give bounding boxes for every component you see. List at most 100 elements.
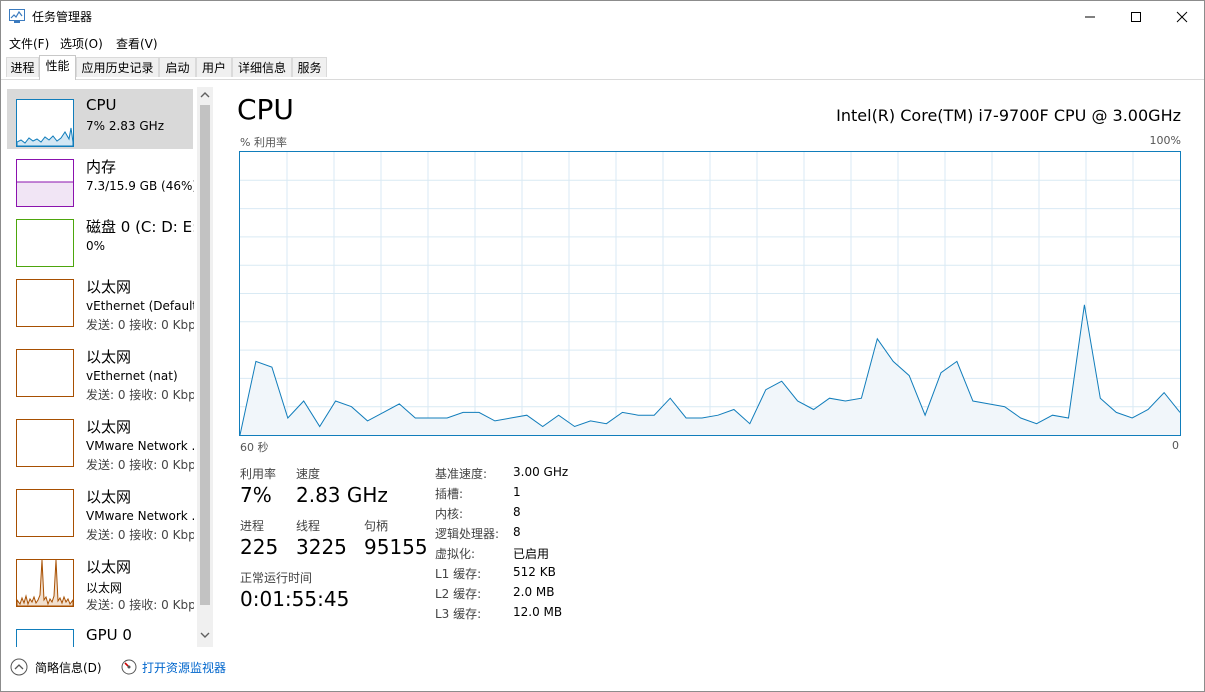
detail-label: L2 缓存: <box>435 587 482 601</box>
page-title: CPU <box>237 93 294 126</box>
graph-time-left: 60 秒 <box>240 441 269 454</box>
detail-value: 12.0 MB <box>513 605 563 619</box>
maximize-icon <box>1131 12 1141 22</box>
ethernet-thumbnail-graph <box>16 419 74 467</box>
detail-label: 插槽: <box>435 487 464 501</box>
sidebar-item-sub: 0% <box>86 239 106 253</box>
tab-app-history[interactable]: 应用历史记录 <box>76 57 159 77</box>
threads-value: 3225 <box>296 535 347 559</box>
scroll-thumb[interactable] <box>200 105 210 605</box>
sidebar-item-label: 以太网 <box>86 418 132 436</box>
tab-performance[interactable]: 性能 <box>39 55 76 80</box>
sidebar-item-ethernet[interactable]: 以太网 VMware Network ... 发送: 0 接收: 0 Kbps <box>7 479 194 545</box>
sidebar-item-sub: 7% 2.83 GHz <box>86 119 165 133</box>
threads-label: 线程 <box>296 519 321 533</box>
ethernet-thumbnail-graph <box>16 279 74 327</box>
detail-label: 基准速度: <box>435 467 488 481</box>
menu-options[interactable]: 选项(O) <box>60 37 103 51</box>
sidebar-item-throughput: 发送: 0 接收: 0 Kbps <box>86 458 194 472</box>
handles-label: 句柄 <box>364 519 389 533</box>
footer-bar: 简略信息(D) 打开资源监视器 <box>1 653 1204 691</box>
minimize-icon <box>1085 16 1095 18</box>
speed-label: 速度 <box>296 467 321 481</box>
detail-label: 逻辑处理器: <box>435 527 500 541</box>
tab-details[interactable]: 详细信息 <box>232 57 292 77</box>
window-title: 任务管理器 <box>32 10 93 24</box>
sidebar-item-throughput: 发送: 0 接收: 0 Kbps <box>86 318 194 332</box>
graph-y-label: % 利用率 <box>240 136 287 149</box>
handles-value: 95155 <box>364 535 428 559</box>
gpu-thumbnail-graph <box>16 629 74 647</box>
close-icon <box>1176 11 1188 23</box>
sidebar-item-label: 以太网 <box>86 348 132 366</box>
ethernet-thumbnail-graph <box>16 559 74 607</box>
sidebar-item-label: CPU <box>86 96 117 114</box>
close-button[interactable] <box>1159 1 1204 31</box>
detail-label: L1 缓存: <box>435 567 482 581</box>
tab-strip: 进程 性能 应用历史记录 启动 用户 详细信息 服务 <box>1 55 1204 80</box>
sidebar-item-label: 以太网 <box>86 488 132 506</box>
detail-value: 3.00 GHz <box>513 465 569 479</box>
processes-value: 225 <box>240 535 279 559</box>
sidebar-item-ethernet[interactable]: 以太网 以太网 发送: 0 接收: 0 Kbps <box>7 549 194 615</box>
tab-services[interactable]: 服务 <box>292 57 327 77</box>
processes-label: 进程 <box>240 519 265 533</box>
open-resource-monitor-link[interactable]: 打开资源监视器 <box>142 661 227 675</box>
detail-value: 8 <box>513 525 521 539</box>
menu-file[interactable]: 文件(F) <box>9 37 50 51</box>
sidebar-item-memory[interactable]: 内存 7.3/15.9 GB (46%) <box>7 149 194 209</box>
sidebar-item-label: 磁盘 0 (C: D: E: <box>86 218 194 236</box>
cpu-model: Intel(R) Core(TM) i7-9700F CPU @ 3.00GHz <box>836 106 1181 125</box>
menu-view[interactable]: 查看(V) <box>116 37 158 51</box>
detail-label: L3 缓存: <box>435 607 482 621</box>
graph-time-right: 0 <box>1172 439 1179 452</box>
memory-thumbnail-graph <box>16 159 74 207</box>
tab-startup[interactable]: 启动 <box>159 57 196 77</box>
sidebar-item-sub: 7.3/15.9 GB (46%) <box>86 179 194 193</box>
scroll-down-icon[interactable] <box>197 627 213 643</box>
sidebar-item-label: GPU 0 <box>86 626 132 644</box>
speed-value: 2.83 GHz <box>296 483 388 507</box>
sidebar-item-label: 以太网 <box>86 558 132 576</box>
uptime-label: 正常运行时间 <box>240 571 313 585</box>
tab-processes[interactable]: 进程 <box>6 57 39 77</box>
sidebar-item-sub: vEthernet (Default ... <box>86 299 194 313</box>
maximize-button[interactable] <box>1113 1 1159 31</box>
resource-monitor-icon <box>121 659 137 675</box>
sidebar-item-label: 以太网 <box>86 278 132 296</box>
sidebar-item-sub: vEthernet (nat) <box>86 369 178 383</box>
chevron-up-circle-icon[interactable] <box>10 658 28 676</box>
minimize-button[interactable] <box>1067 1 1113 31</box>
sidebar-item-cpu[interactable]: CPU 7% 2.83 GHz <box>7 89 193 149</box>
sidebar-item-sub: VMware Network ... <box>86 439 194 453</box>
fewer-details-link[interactable]: 简略信息(D) <box>35 661 102 675</box>
sidebar-item-throughput: 发送: 0 接收: 0 Kbps <box>86 598 194 612</box>
cpu-thumbnail-graph <box>16 99 74 147</box>
detail-value: 2.0 MB <box>513 585 555 599</box>
cpu-detail-panel: CPU Intel(R) Core(TM) i7-9700F CPU @ 3.0… <box>231 87 1191 647</box>
scroll-up-icon[interactable] <box>197 87 213 103</box>
disk-thumbnail-graph <box>16 219 74 267</box>
utilization-label: 利用率 <box>240 467 277 481</box>
detail-value: 512 KB <box>513 565 556 579</box>
sidebar-item-sub: 以太网 <box>86 581 123 595</box>
cpu-usage-line <box>240 304 1180 435</box>
detail-value: 已启用 <box>513 547 550 561</box>
task-manager-icon <box>9 9 25 23</box>
sidebar-item-ethernet[interactable]: 以太网 vEthernet (Default ... 发送: 0 接收: 0 K… <box>7 269 194 335</box>
resource-sidebar: CPU 7% 2.83 GHz 内存 7.3/15.9 GB (46%) 磁盘 … <box>1 87 216 647</box>
sidebar-item-label: 内存 <box>86 158 117 176</box>
sidebar-item-disk[interactable]: 磁盘 0 (C: D: E: 0% <box>7 209 194 269</box>
detail-label: 内核: <box>435 507 464 521</box>
sidebar-item-ethernet[interactable]: 以太网 vEthernet (nat) 发送: 0 接收: 0 Kbps <box>7 339 194 405</box>
sidebar-scrollbar[interactable] <box>197 87 213 647</box>
detail-value: 8 <box>513 505 521 519</box>
graph-y-max: 100% <box>1149 134 1181 147</box>
tab-users[interactable]: 用户 <box>196 57 232 77</box>
sidebar-item-throughput: 发送: 0 接收: 0 Kbps <box>86 528 194 542</box>
sidebar-item-ethernet[interactable]: 以太网 VMware Network ... 发送: 0 接收: 0 Kbps <box>7 409 194 475</box>
sidebar-item-gpu[interactable]: GPU 0 <box>7 619 193 647</box>
detail-value: 1 <box>513 485 521 499</box>
cpu-utilization-graph <box>239 151 1181 436</box>
